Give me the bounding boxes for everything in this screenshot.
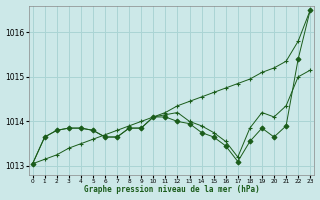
X-axis label: Graphe pression niveau de la mer (hPa): Graphe pression niveau de la mer (hPa) (84, 185, 259, 194)
